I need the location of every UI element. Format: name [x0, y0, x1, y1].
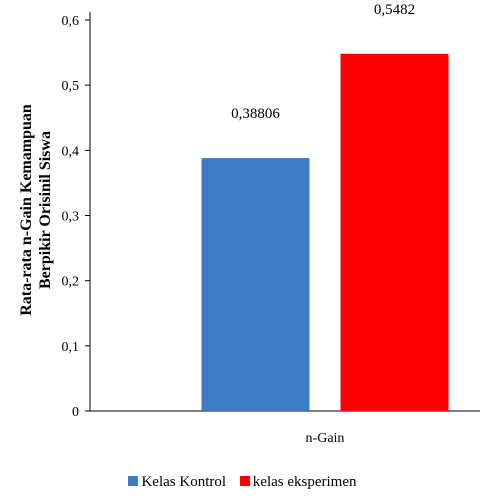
- bar-kelas-eksperimen: [340, 53, 449, 411]
- y-tick-label: 0,5: [62, 79, 80, 94]
- y-axis-title-line-2: Berpikir Orisinil Siswa: [37, 131, 54, 289]
- y-tick-label: 0,4: [62, 144, 80, 159]
- data-label-kelas-kontrol: 0,38806: [231, 106, 280, 122]
- y-tick-label: 0,1: [62, 340, 80, 355]
- y-tick-label: 0,6: [62, 14, 80, 29]
- legend: Kelas Kontrol kelas eksperimen: [0, 474, 485, 491]
- y-axis-title-area: Rata-rata n-Gain Kemampuan Berpikir Oris…: [10, 20, 62, 400]
- data-label-kelas-eksperimen: 0,5482: [374, 2, 415, 18]
- legend-item-kelas-eksperimen: kelas eksperimen: [239, 474, 357, 491]
- y-tick-label: 0,3: [62, 210, 80, 225]
- y-tick-label: 0: [72, 405, 79, 420]
- x-category-label: n-Gain: [306, 431, 345, 446]
- y-axis-title: Rata-rata n-Gain Kemampuan Berpikir Oris…: [17, 104, 55, 316]
- legend-label-kelas-kontrol: Kelas Kontrol: [141, 474, 227, 490]
- y-tick-label: 0,2: [62, 275, 80, 290]
- bar-kelas-kontrol: [201, 158, 310, 411]
- y-axis-title-line-1: Rata-rata n-Gain Kemampuan: [18, 104, 35, 316]
- legend-swatch-kelas-kontrol: [128, 476, 139, 486]
- legend-label-kelas-eksperimen: kelas eksperimen: [252, 474, 357, 490]
- legend-swatch-kelas-eksperimen: [239, 476, 250, 486]
- legend-item-kelas-kontrol: Kelas Kontrol: [128, 474, 226, 491]
